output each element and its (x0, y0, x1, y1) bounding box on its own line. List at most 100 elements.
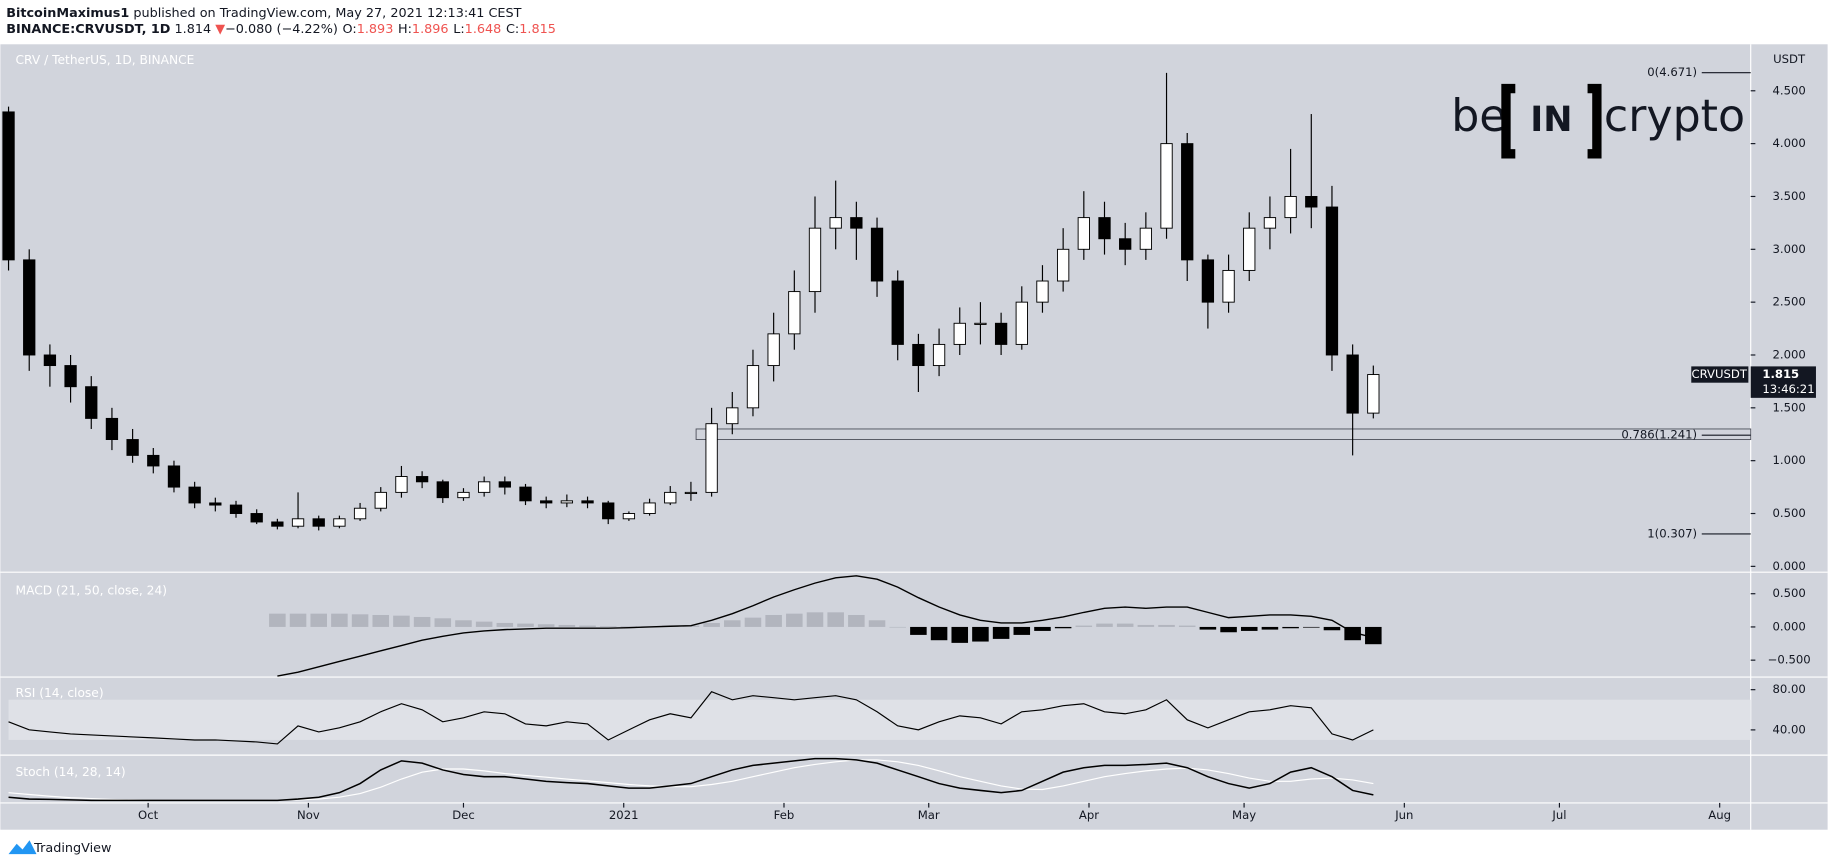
macd-histogram-bar (951, 626, 969, 643)
candle-body (43, 354, 57, 367)
panel-title: Stoch (14, 28, 14) (16, 765, 126, 779)
candle-body (1201, 259, 1215, 303)
published: published on TradingView.com, May 27, 20… (133, 5, 521, 20)
candle-body (147, 454, 160, 467)
footer-brand: TradingView (33, 841, 111, 856)
panel-title: MACD (21, 50, close, 24) (16, 583, 167, 597)
ohlc-key: C: (506, 22, 519, 37)
candle-body (457, 491, 470, 499)
candle-body (415, 476, 429, 483)
price-value: 1.815 (1762, 367, 1799, 381)
candle-body (436, 481, 449, 499)
rsi-band (8, 699, 1751, 740)
x-tick-label: Jun (1394, 808, 1413, 822)
candle-body (1325, 206, 1339, 356)
candle-body (126, 439, 139, 456)
candle-body (870, 227, 884, 282)
macd-histogram-bar (620, 626, 638, 627)
candle-body (1284, 196, 1297, 219)
x-tick-label: May (1232, 808, 1256, 822)
candle-body (1346, 354, 1359, 414)
ohlc-value: 1.648 (465, 22, 502, 37)
macd-histogram-bar (351, 614, 369, 627)
candle-body (726, 407, 739, 425)
candle-body (498, 481, 511, 488)
macd-histogram-bar (558, 624, 576, 627)
macd-histogram-bar (579, 625, 596, 627)
candle-body (912, 343, 925, 367)
candle-body (2, 111, 15, 261)
ohlc-key: H: (398, 22, 412, 37)
candle-body (1015, 301, 1028, 345)
candle-body (1222, 269, 1235, 303)
macd-histogram-bar (1178, 625, 1196, 627)
candle-body (1139, 227, 1153, 250)
candle-body (829, 217, 842, 229)
candle-body (808, 227, 822, 293)
y-tick-label: 2.500 (1772, 295, 1805, 309)
macd-histogram-bar (744, 617, 762, 627)
logo-brackets (1501, 83, 1602, 159)
header: BitcoinMaximus1 published on TradingView… (6, 5, 556, 36)
macd-histogram-bar (1303, 626, 1320, 628)
candle-body (64, 365, 77, 388)
macd-histogram-bar (889, 626, 906, 628)
axis-unit: USDT (1773, 52, 1806, 66)
y-tick-label: −0.500 (1768, 653, 1811, 667)
ohlc-key: O: (343, 22, 357, 37)
candle-body (1305, 196, 1318, 208)
macd-histogram-bar (475, 621, 493, 627)
macd-histogram-bar (786, 613, 803, 627)
candle-body (974, 322, 987, 325)
macd-histogram-bar (1199, 626, 1217, 630)
ohlc-value: 1.815 (519, 22, 556, 37)
macd-histogram-bar (1158, 624, 1175, 627)
x-tick-label: Jul (1551, 808, 1566, 822)
y-tick-label: 4.500 (1772, 83, 1805, 97)
macd-histogram-bar (434, 618, 452, 627)
macd-histogram-bar (310, 613, 327, 627)
macd-histogram-bar (848, 614, 865, 627)
candle-body (684, 491, 698, 495)
candle-body (1181, 143, 1194, 261)
macd-histogram-bar (724, 620, 741, 627)
x-tick-label: Feb (774, 808, 795, 822)
macd-histogram-bar (1220, 626, 1237, 633)
macd-histogram-bar (1323, 626, 1341, 631)
y-tick-label: 40.00 (1772, 722, 1805, 736)
candle-body (643, 502, 656, 514)
macd-line (277, 575, 1374, 677)
candle-body (1367, 374, 1380, 414)
candle-body (312, 518, 325, 527)
candle-body (333, 518, 346, 527)
candle-body (1119, 238, 1132, 250)
arrow: ▼ (215, 22, 225, 37)
macd-histogram-bar (1240, 626, 1258, 631)
candle-body (353, 507, 367, 520)
watermark: be IN crypto (1451, 83, 1745, 159)
logo-in: IN (1530, 100, 1572, 140)
y-tick-label: 2.000 (1772, 347, 1805, 361)
candle-body (1263, 217, 1277, 229)
candle-body (581, 500, 594, 504)
change: −0.080 (−4.22%) (225, 22, 338, 37)
macd-histogram-bar (413, 616, 431, 627)
candle-body (767, 333, 780, 367)
footer-logo (8, 840, 37, 855)
macd-histogram-bar (269, 613, 286, 627)
macd-histogram-bar (599, 626, 617, 627)
macd-histogram-bar (537, 624, 555, 627)
macd-histogram-bar (1013, 626, 1031, 635)
candle-body (1243, 227, 1256, 271)
macd-histogram-bar (930, 626, 948, 641)
logo-crypto: crypto (1604, 91, 1745, 142)
macd-histogram-bar (972, 626, 989, 642)
candle-body (105, 417, 119, 441)
candle-body (953, 322, 966, 345)
candle-body (850, 217, 863, 229)
y-tick-label: 3.000 (1772, 242, 1805, 256)
y-tick-label: 80.00 (1772, 682, 1805, 696)
candle-body (519, 486, 532, 502)
y-tick-label: 0.000 (1772, 559, 1805, 573)
x-tick-label: Oct (138, 808, 159, 822)
